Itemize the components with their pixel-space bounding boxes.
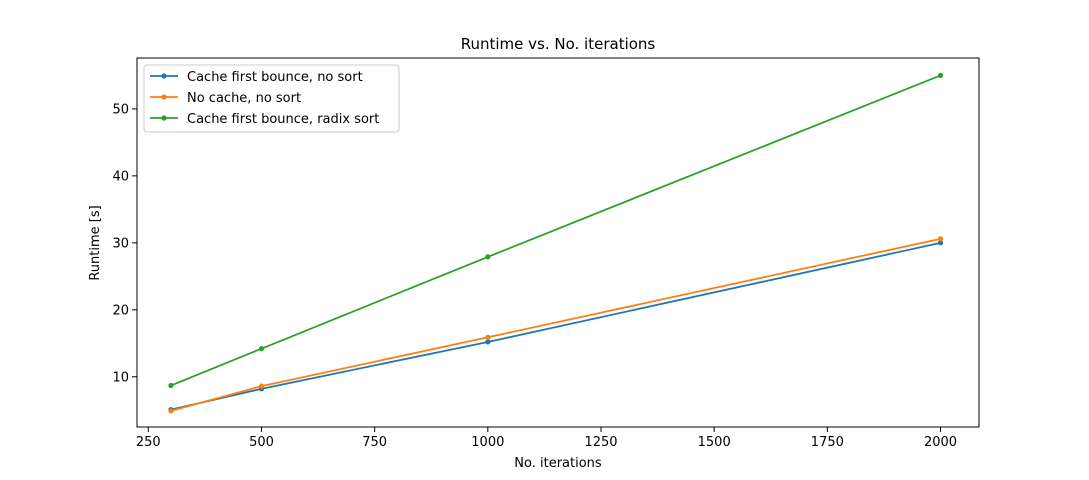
legend-swatch-marker bbox=[161, 73, 167, 79]
y-axis-label: Runtime [s] bbox=[88, 205, 103, 280]
data-point bbox=[168, 408, 174, 414]
data-point bbox=[168, 382, 174, 389]
x-tick-label: 750 bbox=[362, 435, 387, 450]
legend-swatch-marker bbox=[161, 94, 167, 100]
series-line-2 bbox=[170, 237, 941, 412]
data-point bbox=[937, 240, 944, 246]
y-tick-label: 40 bbox=[112, 169, 129, 184]
y-tick-label: 20 bbox=[112, 303, 129, 318]
data-point bbox=[258, 346, 265, 352]
x-tick-label: 1500 bbox=[698, 435, 731, 450]
x-tick-label: 1750 bbox=[811, 435, 844, 450]
data-point bbox=[485, 334, 491, 340]
data-point bbox=[485, 254, 491, 260]
data-point bbox=[258, 383, 265, 389]
x-tick-label: 250 bbox=[136, 435, 161, 450]
plot-area: 250 500 750 1000 1250 1500 1750 2000 10 20 30 40 50 bbox=[112, 57, 980, 450]
axes-frame bbox=[136, 57, 980, 428]
y-tick-label: 50 bbox=[112, 102, 129, 117]
legend-label: Cache first bounce, radix sort bbox=[187, 112, 379, 127]
chart-title: Runtime vs. No. iterations bbox=[461, 35, 656, 53]
legend-label: No cache, no sort bbox=[187, 91, 301, 106]
legend-label: Cache first bounce, no sort bbox=[187, 70, 363, 85]
y-tick-label: 10 bbox=[112, 370, 129, 385]
x-tick-label: 1000 bbox=[471, 435, 504, 450]
x-tick-label: 2000 bbox=[924, 435, 957, 450]
x-axis-label: No. iterations bbox=[514, 456, 602, 471]
series-line-3 bbox=[170, 74, 941, 387]
legend-box bbox=[143, 64, 400, 133]
legend: Cache first bounce, no sort No cache, no … bbox=[143, 64, 400, 133]
legend-swatch-marker bbox=[161, 115, 167, 121]
x-tick-label: 1250 bbox=[584, 435, 617, 450]
data-point bbox=[485, 339, 491, 345]
data-point bbox=[937, 236, 944, 242]
data-point bbox=[937, 72, 944, 79]
x-tick-label: 500 bbox=[249, 435, 274, 450]
y-tick-label: 30 bbox=[112, 236, 129, 251]
